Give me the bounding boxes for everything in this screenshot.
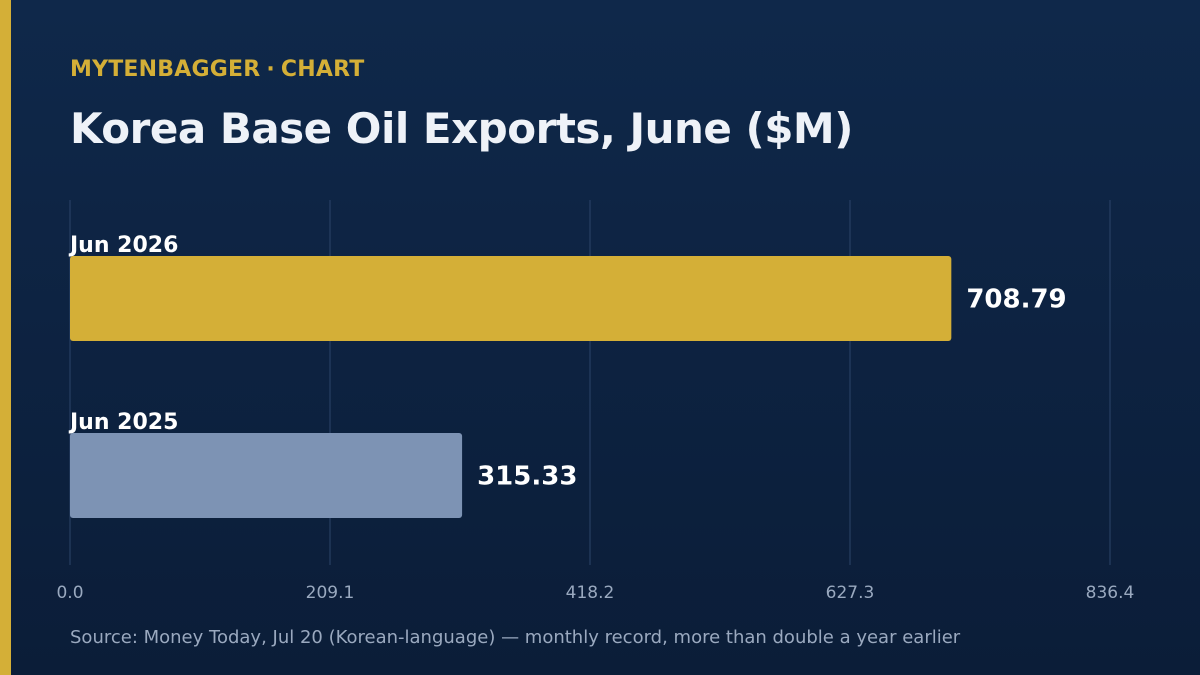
value-label: 315.33 bbox=[477, 462, 577, 492]
category-label: Jun 2026 bbox=[68, 233, 178, 258]
chart-title: Korea Base Oil Exports, June ($M) bbox=[70, 104, 853, 153]
x-tick-label: 0.0 bbox=[56, 583, 83, 603]
bar bbox=[70, 433, 463, 518]
category-label: Jun 2025 bbox=[68, 410, 178, 435]
x-tick-label: 836.4 bbox=[1086, 583, 1135, 603]
brand-section: CHART bbox=[280, 57, 365, 82]
brand-name: MYTENBAGGER bbox=[70, 57, 261, 82]
x-tick-label: 209.1 bbox=[306, 583, 355, 603]
x-tick-label: 418.2 bbox=[566, 583, 615, 603]
bar bbox=[70, 256, 952, 341]
source-note: Source: Money Today, Jul 20 (Korean-lang… bbox=[70, 627, 961, 648]
brand-label: MYTENBAGGER · CHART bbox=[70, 57, 364, 82]
accent-bar bbox=[0, 0, 11, 675]
brand-separator: · bbox=[266, 57, 275, 82]
x-tick-label: 627.3 bbox=[826, 583, 875, 603]
value-label: 708.79 bbox=[966, 285, 1066, 315]
